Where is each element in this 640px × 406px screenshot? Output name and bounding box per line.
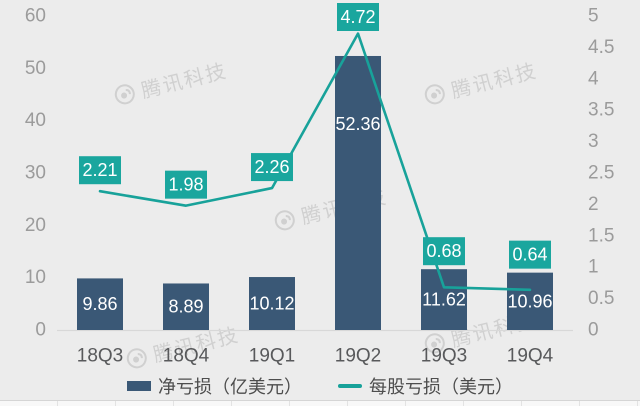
line-value-label: 2.26 xyxy=(254,157,289,177)
bar-value-label: 10.12 xyxy=(249,294,294,314)
left-axis-tick: 50 xyxy=(25,58,46,79)
line-value-label: 0.64 xyxy=(512,245,547,265)
bar-value-label: 8.89 xyxy=(168,297,203,317)
watermark: 腾讯科技 xyxy=(420,54,540,110)
loss-per-share-line xyxy=(98,32,532,292)
right-axis-tick: 3.5 xyxy=(588,100,614,121)
line-swatch-icon xyxy=(338,384,362,388)
bar-swatch-icon xyxy=(127,381,151,391)
left-axis-tick: 60 xyxy=(25,6,46,27)
tencent-tech-logo-icon xyxy=(424,332,445,353)
line-value-box xyxy=(79,156,121,185)
line-value-label: 4.72 xyxy=(340,7,375,27)
watermark: 腾讯科技 xyxy=(420,303,540,359)
x-axis-label: 19Q1 xyxy=(249,346,295,367)
bar-19Q3 xyxy=(421,269,467,330)
line-value-label: 2.21 xyxy=(82,160,117,180)
x-axis-label: 18Q3 xyxy=(77,346,123,367)
bottom-edge-strip xyxy=(0,400,640,406)
bar-19Q2 xyxy=(335,55,381,330)
line-value-label: 1.98 xyxy=(168,175,203,195)
bar-19Q1 xyxy=(249,277,295,330)
bar-18Q3 xyxy=(77,278,123,330)
right-axis-tick: 0.5 xyxy=(588,288,614,309)
x-axis-label: 19Q3 xyxy=(421,346,467,367)
line-value-box xyxy=(165,170,207,199)
tencent-tech-logo-icon xyxy=(114,83,135,104)
line-value-box xyxy=(509,240,551,269)
left-axis-tick: 40 xyxy=(25,110,46,131)
legend-item-net-loss: 净亏损（亿美元） xyxy=(127,373,302,399)
right-axis-tick: 2 xyxy=(588,194,599,215)
bar-value-label: 52.36 xyxy=(335,114,380,134)
bar-value-label: 11.62 xyxy=(422,290,466,310)
line-value-box xyxy=(337,3,379,31)
bar-value-label: 9.86 xyxy=(82,294,117,314)
right-axis-tick: 4.5 xyxy=(588,37,614,58)
right-axis-tick: 4 xyxy=(588,68,599,89)
right-axis-tick: 5 xyxy=(588,6,599,27)
tencent-tech-logo-icon xyxy=(274,209,295,230)
left-axis-tick: 20 xyxy=(25,215,46,236)
bar-value-label: 10.96 xyxy=(507,291,552,311)
right-axis-tick: 2.5 xyxy=(588,163,614,184)
line-value-label: 0.68 xyxy=(426,241,461,261)
watermark: 腾讯科技 xyxy=(122,318,242,374)
tencent-tech-logo-icon xyxy=(126,347,147,368)
legend-label-net-loss: 净亏损（亿美元） xyxy=(158,377,302,397)
bar-18Q4 xyxy=(163,283,209,330)
right-axis-tick: 0 xyxy=(588,320,599,341)
watermark: 腾讯科技 xyxy=(110,54,230,110)
x-axis-label: 19Q4 xyxy=(507,346,554,367)
line-value-box xyxy=(251,153,293,182)
legend: 净亏损（亿美元） 每股亏损（美元） xyxy=(0,374,640,398)
x-axis-label: 18Q4 xyxy=(163,346,210,367)
right-axis-tick: 1.5 xyxy=(588,225,614,246)
left-axis-tick: 30 xyxy=(25,163,46,184)
bar-19Q4 xyxy=(507,272,553,330)
legend-label-loss-per-share: 每股亏损（美元） xyxy=(369,377,513,397)
right-axis-tick: 1 xyxy=(588,257,599,278)
right-axis-tick: 3 xyxy=(588,131,599,152)
line-value-box xyxy=(423,237,465,266)
x-axis-label: 19Q2 xyxy=(335,346,381,367)
left-axis-tick: 10 xyxy=(25,267,46,288)
watermark: 腾讯科技 xyxy=(270,180,390,236)
left-axis-tick: 0 xyxy=(35,320,46,341)
tencent-tech-logo-icon xyxy=(424,83,445,104)
legend-item-loss-per-share: 每股亏损（美元） xyxy=(338,373,513,399)
